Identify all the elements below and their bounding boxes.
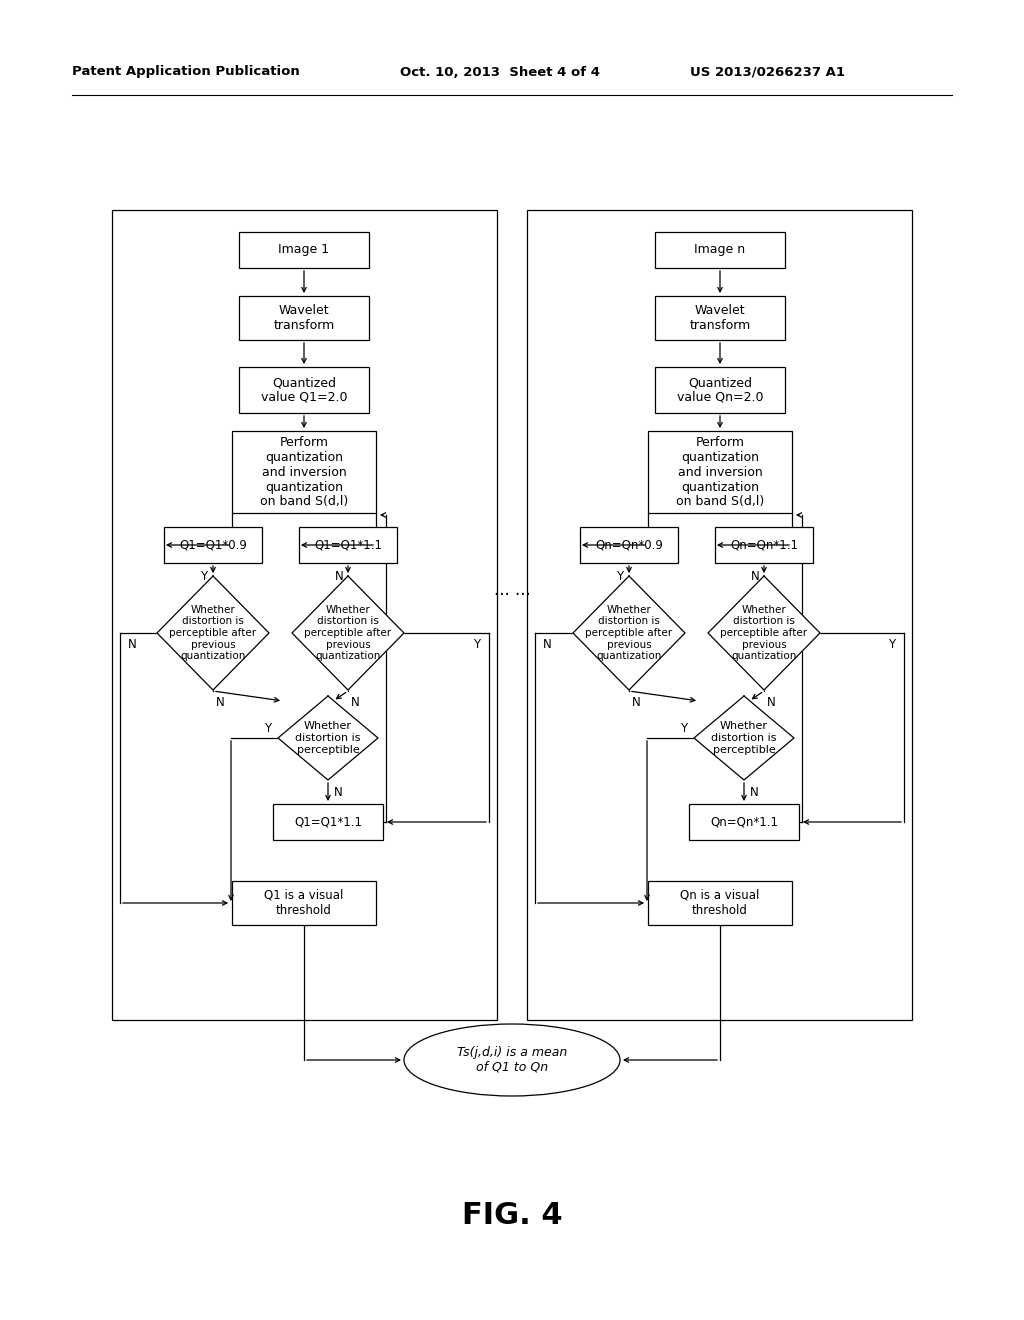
Text: US 2013/0266237 A1: US 2013/0266237 A1 xyxy=(690,66,845,78)
Text: Quantized
value Qn=2.0: Quantized value Qn=2.0 xyxy=(677,376,763,404)
Text: Y: Y xyxy=(264,722,271,734)
Text: Q1=Q1*1.1: Q1=Q1*1.1 xyxy=(314,539,382,552)
Text: N: N xyxy=(216,696,224,709)
Text: Q1=Q1*0.9: Q1=Q1*0.9 xyxy=(179,539,247,552)
Text: Whether
distortion is
perceptible after
previous
quantization: Whether distortion is perceptible after … xyxy=(304,605,391,661)
FancyBboxPatch shape xyxy=(527,210,912,1020)
Polygon shape xyxy=(157,576,269,690)
Ellipse shape xyxy=(404,1024,620,1096)
FancyBboxPatch shape xyxy=(232,880,376,925)
FancyBboxPatch shape xyxy=(299,527,397,564)
Text: N: N xyxy=(128,639,136,652)
FancyBboxPatch shape xyxy=(239,296,369,341)
Text: Y: Y xyxy=(201,570,208,583)
Text: ... ...: ... ... xyxy=(494,581,530,599)
Polygon shape xyxy=(708,576,820,690)
Text: Qn=Qn*1.1: Qn=Qn*1.1 xyxy=(730,539,798,552)
Text: Whether
distortion is
perceptible after
previous
quantization: Whether distortion is perceptible after … xyxy=(586,605,673,661)
Text: Q1=Q1*1.1: Q1=Q1*1.1 xyxy=(294,816,362,829)
Text: Whether
distortion is
perceptible: Whether distortion is perceptible xyxy=(712,722,777,755)
FancyBboxPatch shape xyxy=(648,880,792,925)
Text: Image 1: Image 1 xyxy=(279,243,330,256)
Text: Qn=Qn*1.1: Qn=Qn*1.1 xyxy=(710,816,778,829)
Text: Quantized
value Q1=2.0: Quantized value Q1=2.0 xyxy=(261,376,347,404)
Text: N: N xyxy=(751,570,760,583)
Text: N: N xyxy=(350,696,359,709)
FancyBboxPatch shape xyxy=(580,527,678,564)
Text: Y: Y xyxy=(889,639,896,652)
Text: N: N xyxy=(632,696,640,709)
Text: Perform
quantization
and inversion
quantization
on band S(d,l): Perform quantization and inversion quant… xyxy=(260,436,348,508)
FancyBboxPatch shape xyxy=(655,367,785,413)
Text: Y: Y xyxy=(473,639,480,652)
Text: Y: Y xyxy=(616,570,624,583)
FancyBboxPatch shape xyxy=(232,432,376,513)
FancyBboxPatch shape xyxy=(239,232,369,268)
FancyBboxPatch shape xyxy=(689,804,799,840)
Text: Image n: Image n xyxy=(694,243,745,256)
Text: Wavelet
transform: Wavelet transform xyxy=(689,304,751,333)
Text: Qn is a visual
threshold: Qn is a visual threshold xyxy=(680,888,760,917)
Text: Wavelet
transform: Wavelet transform xyxy=(273,304,335,333)
Text: Q1 is a visual
threshold: Q1 is a visual threshold xyxy=(264,888,344,917)
Text: Perform
quantization
and inversion
quantization
on band S(d,l): Perform quantization and inversion quant… xyxy=(676,436,764,508)
FancyBboxPatch shape xyxy=(715,527,813,564)
FancyBboxPatch shape xyxy=(655,232,785,268)
Text: Whether
distortion is
perceptible: Whether distortion is perceptible xyxy=(295,722,360,755)
Text: Qn=Qn*0.9: Qn=Qn*0.9 xyxy=(595,539,663,552)
Text: Whether
distortion is
perceptible after
previous
quantization: Whether distortion is perceptible after … xyxy=(721,605,808,661)
Text: N: N xyxy=(335,570,343,583)
Text: N: N xyxy=(767,696,775,709)
FancyBboxPatch shape xyxy=(164,527,262,564)
Text: Whether
distortion is
perceptible after
previous
quantization: Whether distortion is perceptible after … xyxy=(169,605,257,661)
Text: Patent Application Publication: Patent Application Publication xyxy=(72,66,300,78)
Text: N: N xyxy=(543,639,551,652)
FancyBboxPatch shape xyxy=(648,432,792,513)
Text: N: N xyxy=(334,785,342,799)
FancyBboxPatch shape xyxy=(273,804,383,840)
FancyBboxPatch shape xyxy=(239,367,369,413)
FancyBboxPatch shape xyxy=(655,296,785,341)
Polygon shape xyxy=(278,696,378,780)
Polygon shape xyxy=(292,576,404,690)
Text: Oct. 10, 2013  Sheet 4 of 4: Oct. 10, 2013 Sheet 4 of 4 xyxy=(400,66,600,78)
Text: Y: Y xyxy=(680,722,687,734)
Text: FIG. 4: FIG. 4 xyxy=(462,1200,562,1229)
Text: Ts(j,d,i) is a mean
of Q1 to Qn: Ts(j,d,i) is a mean of Q1 to Qn xyxy=(457,1045,567,1074)
Polygon shape xyxy=(573,576,685,690)
Polygon shape xyxy=(694,696,794,780)
FancyBboxPatch shape xyxy=(112,210,497,1020)
Text: N: N xyxy=(750,785,759,799)
